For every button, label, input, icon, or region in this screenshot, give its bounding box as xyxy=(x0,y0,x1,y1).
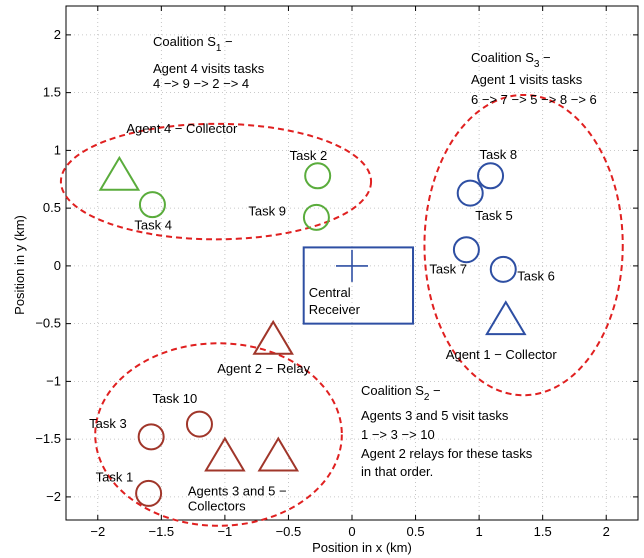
task-10-marker xyxy=(185,410,213,438)
coalition-s3-ellipse xyxy=(423,93,624,397)
y-tick-label: 0 xyxy=(54,258,61,273)
agent-marker-5 xyxy=(257,436,300,472)
coalition-s2-line5: in that order. xyxy=(361,464,433,479)
task-2-label: Task 2 xyxy=(290,148,328,163)
x-tick-label: 1.5 xyxy=(534,524,552,539)
coalition-s1-ellipse xyxy=(59,122,373,241)
y-tick-label: −1 xyxy=(46,373,61,388)
agent-marker-1 xyxy=(98,155,141,191)
central-receiver-label-line2: Receiver xyxy=(309,302,361,317)
coalition-s1-title: Coalition S1 − xyxy=(153,34,233,54)
grid xyxy=(66,6,638,520)
task-4-label: Task 4 xyxy=(134,218,172,233)
y-tick-label: 0.5 xyxy=(43,200,61,215)
coalition-s3-line2: Agent 1 visits tasks xyxy=(471,72,583,87)
agent-marker-3 xyxy=(252,319,294,355)
coalition-s2-line2: Agents 3 and 5 visit tasks xyxy=(361,408,509,423)
marker-labels: Task 2 Task 9 Task 4 Task 8 Task 5 Task 7 Task… xyxy=(89,121,557,514)
coalition-s2-line3: 1 −> 3 −> 10 xyxy=(361,427,435,442)
y-axis-label: Position in y (km) xyxy=(12,215,27,315)
x-tick-label: −1.5 xyxy=(148,524,174,539)
task-3-label: Task 3 xyxy=(89,416,127,431)
coalition-s1-line2: Agent 4 visits tasks xyxy=(153,61,265,76)
y-tick-label: −2 xyxy=(46,489,61,504)
task-4-marker xyxy=(138,191,166,219)
task-8-label: Task 8 xyxy=(480,147,518,162)
task-10-label: Task 10 xyxy=(152,391,197,406)
x-tick-label: 2 xyxy=(603,524,610,539)
task-9-label: Task 9 xyxy=(248,203,286,218)
y-tick-label: 1 xyxy=(54,142,61,157)
central-receiver-label: Central xyxy=(309,285,351,300)
task-1-label: Task 1 xyxy=(96,469,134,484)
agent-label-4-line2: Collectors xyxy=(188,498,246,513)
task-6-label: Task 6 xyxy=(517,268,555,283)
x-tick-label: −1 xyxy=(217,524,232,539)
task-3-marker xyxy=(137,423,165,451)
task-9-marker xyxy=(302,203,330,231)
task-7-label: Task 7 xyxy=(429,262,467,277)
coalition-s2-ellipse xyxy=(94,342,343,527)
coalition-s3-title: Coalition S3 − xyxy=(471,50,551,70)
coalition-s3-line3: 6 −> 7 −> 5 −> 8 −> 6 xyxy=(471,92,597,107)
x-tick-label: −2 xyxy=(90,524,105,539)
agent-label-2: Agent 1 − Collector xyxy=(446,347,558,362)
x-tick-label: 1 xyxy=(475,524,482,539)
central-receiver-box xyxy=(302,246,415,325)
task-1-marker xyxy=(135,479,163,507)
agent-label-4: Agents 3 and 5 − xyxy=(188,483,287,498)
task-8-marker xyxy=(477,162,505,190)
coalition-s1-line3: 4 −> 9 −> 2 −> 4 xyxy=(153,76,249,91)
x-tick-label: 0.5 xyxy=(407,524,425,539)
agent-label-3: Agent 2 − Relay xyxy=(217,361,310,376)
y-tick-label: 1.5 xyxy=(43,85,61,100)
y-tick-label: −0.5 xyxy=(35,316,61,331)
y-tick-label: −1.5 xyxy=(35,431,61,446)
agent-marker-4 xyxy=(204,436,246,472)
agent-label-1: Agent 4 − Collector xyxy=(126,121,238,136)
coalition-s2-title: Coalition S2 − xyxy=(361,383,441,403)
central-receiver xyxy=(302,246,415,325)
agent-marker-2 xyxy=(485,300,527,336)
x-axis-label: Position in x (km) xyxy=(312,540,412,555)
task-6-marker xyxy=(489,255,517,283)
task-5-label: Task 5 xyxy=(475,208,513,223)
x-tick-label: 0 xyxy=(348,524,355,539)
coalition-s2-line4: Agent 2 relays for these tasks xyxy=(361,446,533,461)
y-tick-label: 2 xyxy=(54,27,61,42)
task-markers xyxy=(135,162,517,507)
coalition-ellipses xyxy=(59,93,624,527)
agent-markers xyxy=(98,155,527,472)
x-tick-label: −0.5 xyxy=(276,524,302,539)
task-5-marker xyxy=(456,179,484,207)
task-7-marker xyxy=(452,236,480,264)
axis-ticks: −2 −1.5 −1 −0.5 0 0.5 1 1.5 2 −2 −1.5 −1 −0.5 0 0.5 1 1.… xyxy=(35,6,638,539)
task-2-marker xyxy=(304,162,332,190)
